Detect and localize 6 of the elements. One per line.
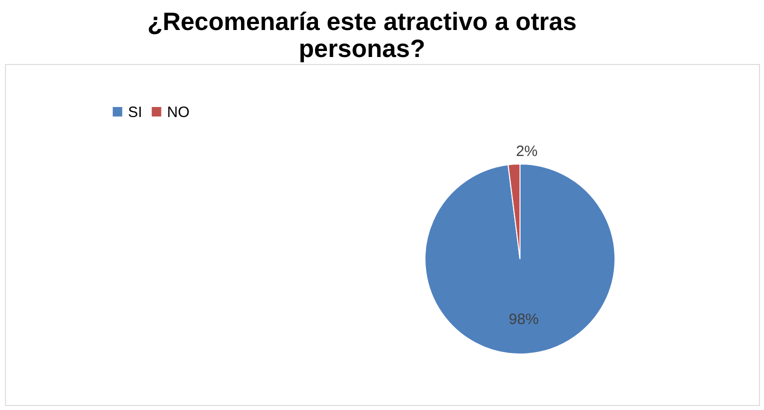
pie-slice: [424, 164, 616, 354]
data-label: 2%: [516, 143, 538, 160]
legend-label: SI: [128, 104, 142, 121]
legend-label: NO: [167, 104, 190, 121]
data-label: 98%: [508, 310, 539, 328]
chart-title: ¿Recomenaría este atractivo a otras personas?: [147, 8, 577, 63]
